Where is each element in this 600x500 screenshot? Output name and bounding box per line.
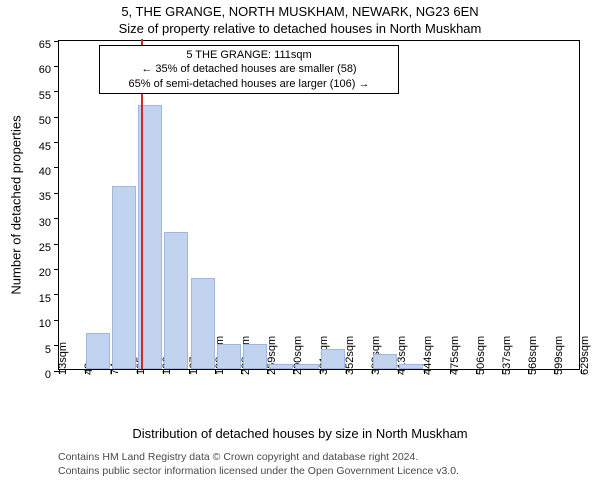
annotation-line-3: 65% of semi-detached houses are larger (… [106,77,392,91]
y-tick-mark [54,66,59,67]
histogram-bar [164,232,188,369]
y-axis-label: Number of detached properties [9,115,24,294]
y-tick-mark [54,91,59,92]
credit-text: Contains HM Land Registry data © Crown c… [58,450,459,478]
x-axis-label: Distribution of detached houses by size … [0,426,600,441]
x-tick-label: 290sqm [292,336,304,375]
chart-supertitle: 5, THE GRANGE, NORTH MUSKHAM, NEWARK, NG… [0,4,600,19]
credit-line-1: Contains HM Land Registry data © Crown c… [58,450,459,464]
histogram-bar [86,333,110,369]
x-tick-label: 475sqm [449,336,461,375]
y-tick-mark [54,269,59,270]
x-tick-label: 599sqm [553,336,565,375]
histogram-bar [373,354,397,369]
x-tick-label: 352sqm [344,336,356,375]
plot-area: 0510152025303540455055606513sqm43sqm74sq… [58,40,580,370]
x-tick-label: 568sqm [527,336,539,375]
histogram-bar [269,364,293,369]
x-tick-label: 413sqm [396,336,408,375]
chart-subtitle: Size of property relative to detached ho… [0,21,600,36]
credit-line-2: Contains public sector information licen… [58,464,459,478]
histogram-bar [112,186,136,369]
histogram-bar [191,278,215,369]
y-tick-mark [54,218,59,219]
histogram-bar [321,349,345,369]
annotation-box: 5 THE GRANGE: 111sqm ← 35% of detached h… [99,45,399,94]
histogram-bar [243,344,267,369]
x-tick-label: 629sqm [579,336,591,375]
y-tick-mark [54,142,59,143]
y-tick-mark [54,167,59,168]
x-tick-label: 444sqm [422,336,434,375]
y-tick-mark [54,41,59,42]
histogram-bar [295,364,319,369]
x-tick-label: 13sqm [57,342,69,375]
annotation-line-2: ← 35% of detached houses are smaller (58… [106,62,392,76]
x-tick-label: 506sqm [475,336,487,375]
y-tick-mark [54,117,59,118]
histogram-bar [399,364,423,369]
y-tick-mark [54,244,59,245]
annotation-line-1: 5 THE GRANGE: 111sqm [106,48,392,62]
x-tick-label: 259sqm [266,336,278,375]
y-tick-mark [54,193,59,194]
x-tick-label: 537sqm [501,336,513,375]
y-tick-mark [54,294,59,295]
chart-page: { "title_line1": "5, THE GRANGE, NORTH M… [0,0,600,500]
histogram-bar [217,344,241,369]
y-tick-mark [54,320,59,321]
